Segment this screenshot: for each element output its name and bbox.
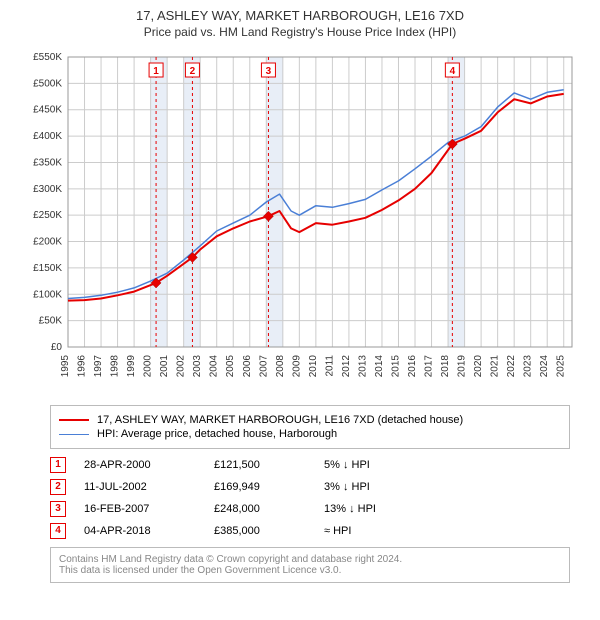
legend-swatch-subject xyxy=(59,419,89,421)
svg-text:1995: 1995 xyxy=(60,355,71,378)
legend-label-subject: 17, ASHLEY WAY, MARKET HARBOROUGH, LE16 … xyxy=(97,414,463,426)
legend: 17, ASHLEY WAY, MARKET HARBOROUGH, LE16 … xyxy=(50,405,570,449)
svg-text:2017: 2017 xyxy=(424,355,435,378)
svg-text:£100K: £100K xyxy=(33,289,62,300)
chart-svg: £0 £50K £100K £150K £200K £250K £300K £350K £400… xyxy=(20,47,580,397)
table-row: 2 11-JUL-2002 £169,949 3% ↓ HPI xyxy=(50,479,570,495)
svg-text:1: 1 xyxy=(153,66,159,77)
svg-text:£50K: £50K xyxy=(39,316,63,327)
svg-text:£500K: £500K xyxy=(33,78,62,89)
svg-text:£350K: £350K xyxy=(33,157,62,168)
svg-text:1996: 1996 xyxy=(77,355,88,378)
table-row: 1 28-APR-2000 £121,500 5% ↓ HPI xyxy=(50,457,570,473)
svg-text:2004: 2004 xyxy=(209,355,220,378)
sales-table: 1 28-APR-2000 £121,500 5% ↓ HPI 2 11-JUL… xyxy=(50,457,570,539)
svg-text:£200K: £200K xyxy=(33,237,62,248)
svg-text:£250K: £250K xyxy=(33,210,62,221)
svg-text:2021: 2021 xyxy=(490,355,501,378)
svg-text:£300K: £300K xyxy=(33,184,62,195)
svg-text:2022: 2022 xyxy=(506,355,517,378)
sale-marker-3: 3 xyxy=(50,501,66,517)
svg-text:2025: 2025 xyxy=(556,355,567,378)
svg-text:2011: 2011 xyxy=(324,355,335,377)
sale-date: 16-FEB-2007 xyxy=(84,503,214,515)
sale-rel: ≈ HPI xyxy=(324,525,434,537)
chart-plot: £0 £50K £100K £150K £200K £250K £300K £350K £400… xyxy=(20,47,580,397)
sale-rel: 5% ↓ HPI xyxy=(324,459,434,471)
legend-item-subject: 17, ASHLEY WAY, MARKET HARBOROUGH, LE16 … xyxy=(59,414,561,426)
svg-text:2016: 2016 xyxy=(407,355,418,378)
svg-text:2006: 2006 xyxy=(242,355,253,378)
legend-swatch-hpi xyxy=(59,434,89,435)
svg-text:3: 3 xyxy=(266,66,272,77)
footnote-line-2: This data is licensed under the Open Gov… xyxy=(59,565,561,576)
svg-text:2005: 2005 xyxy=(225,355,236,378)
sale-price: £385,000 xyxy=(214,525,324,537)
sale-date: 11-JUL-2002 xyxy=(84,481,214,493)
svg-text:2014: 2014 xyxy=(374,355,385,378)
legend-item-hpi: HPI: Average price, detached house, Harb… xyxy=(59,428,561,440)
svg-text:£400K: £400K xyxy=(33,131,62,142)
svg-text:2000: 2000 xyxy=(143,355,154,378)
sale-date: 28-APR-2000 xyxy=(84,459,214,471)
svg-text:2018: 2018 xyxy=(440,355,451,378)
svg-text:2019: 2019 xyxy=(457,355,468,378)
svg-text:2009: 2009 xyxy=(291,355,302,378)
sale-price: £121,500 xyxy=(214,459,324,471)
svg-text:2013: 2013 xyxy=(357,355,368,378)
sale-price: £169,949 xyxy=(214,481,324,493)
sale-marker-2: 2 xyxy=(50,479,66,495)
svg-text:£0: £0 xyxy=(51,342,63,353)
sale-rel: 13% ↓ HPI xyxy=(324,503,434,515)
svg-text:1999: 1999 xyxy=(126,355,137,378)
svg-text:2010: 2010 xyxy=(308,355,319,378)
legend-label-hpi: HPI: Average price, detached house, Harb… xyxy=(97,428,337,440)
table-row: 4 04-APR-2018 £385,000 ≈ HPI xyxy=(50,523,570,539)
svg-text:2002: 2002 xyxy=(176,355,187,378)
svg-text:2012: 2012 xyxy=(341,355,352,378)
svg-text:2020: 2020 xyxy=(473,355,484,378)
svg-text:4: 4 xyxy=(450,66,456,77)
chart-subtitle: Price paid vs. HM Land Registry's House … xyxy=(10,25,590,39)
svg-text:2001: 2001 xyxy=(159,355,170,378)
svg-text:2023: 2023 xyxy=(523,355,534,378)
svg-text:2007: 2007 xyxy=(258,355,269,378)
sale-marker-1: 1 xyxy=(50,457,66,473)
svg-text:2015: 2015 xyxy=(390,355,401,378)
sale-date: 04-APR-2018 xyxy=(84,525,214,537)
footnote: Contains HM Land Registry data © Crown c… xyxy=(50,547,570,583)
footnote-line-1: Contains HM Land Registry data © Crown c… xyxy=(59,554,561,565)
svg-text:2003: 2003 xyxy=(192,355,203,378)
sale-price: £248,000 xyxy=(214,503,324,515)
svg-text:1998: 1998 xyxy=(110,355,121,378)
svg-text:£150K: £150K xyxy=(33,263,62,274)
svg-text:1997: 1997 xyxy=(93,355,104,378)
chart-title: 17, ASHLEY WAY, MARKET HARBOROUGH, LE16 … xyxy=(10,8,590,23)
chart-container: 17, ASHLEY WAY, MARKET HARBOROUGH, LE16 … xyxy=(0,0,600,593)
sale-rel: 3% ↓ HPI xyxy=(324,481,434,493)
svg-text:2: 2 xyxy=(190,66,196,77)
svg-text:£450K: £450K xyxy=(33,105,62,116)
svg-text:£550K: £550K xyxy=(33,52,62,63)
svg-text:2024: 2024 xyxy=(539,355,550,378)
sale-marker-4: 4 xyxy=(50,523,66,539)
table-row: 3 16-FEB-2007 £248,000 13% ↓ HPI xyxy=(50,501,570,517)
svg-text:2008: 2008 xyxy=(275,355,286,378)
